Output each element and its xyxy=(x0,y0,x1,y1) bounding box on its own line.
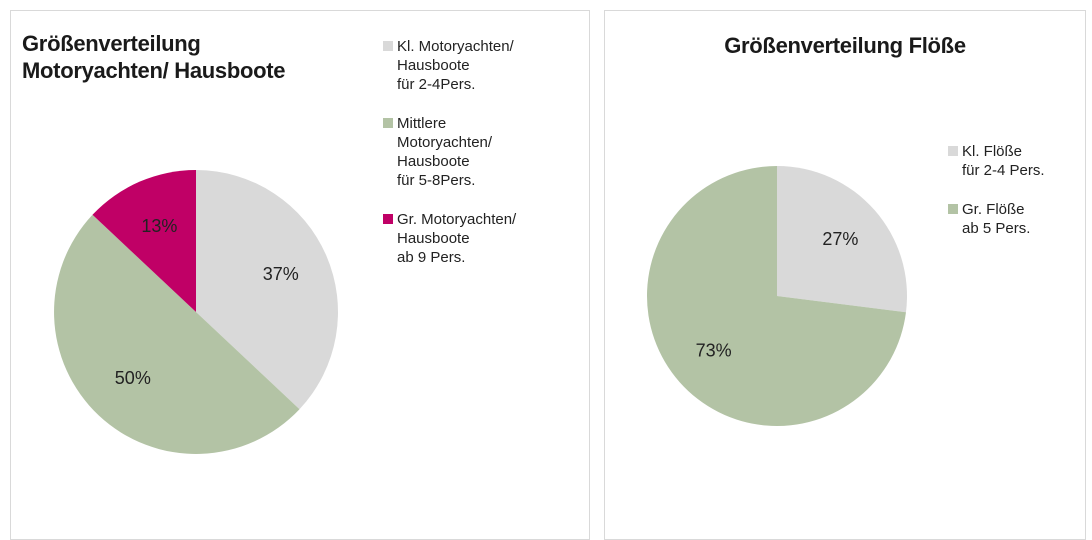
chart-title: Größenverteilung Motoryachten/ Hausboote xyxy=(22,31,286,83)
legend: Kl. Motoryachten/ Hausboote für 2-4Pers.… xyxy=(383,37,516,287)
legend-item: Gr. Flöße ab 5 Pers. xyxy=(948,200,1045,238)
legend-label: Kl. Flöße für 2-4 Pers. xyxy=(962,143,1045,179)
legend-label: Kl. Motoryachten/ Hausboote für 2-4Pers. xyxy=(397,38,514,93)
legend-label: Gr. Motoryachten/ Hausboote ab 9 Pers. xyxy=(397,211,517,266)
legend-swatch xyxy=(383,214,393,224)
data-label: 37% xyxy=(263,264,299,284)
pie-slice xyxy=(92,170,196,312)
legend-swatch xyxy=(948,204,958,214)
legend-swatch xyxy=(383,41,393,51)
pie-slice xyxy=(54,214,300,454)
data-label: 73% xyxy=(696,341,732,361)
pie-slice xyxy=(647,166,906,427)
legend-item: Kl. Motoryachten/ Hausboote für 2-4Pers. xyxy=(383,37,516,94)
legend-item: Kl. Flöße für 2-4 Pers. xyxy=(948,142,1045,180)
legend: Kl. Flöße für 2-4 Pers. Gr. Flöße ab 5 Pe… xyxy=(948,142,1045,258)
charts: 37% 50% 13% 27% 73% xyxy=(54,166,907,454)
chart-title: Größenverteilung Flöße xyxy=(724,33,966,58)
pie-slice xyxy=(777,166,907,313)
legend-item: Mittlere Motoryachten/ Hausboote für 5-8… xyxy=(383,114,516,190)
data-label: 27% xyxy=(822,229,858,249)
legend-label: Mittlere Motoryachten/ Hausboote für 5-8… xyxy=(397,115,493,189)
data-label: 13% xyxy=(141,216,177,236)
legend-swatch xyxy=(948,146,958,156)
page: 37% 50% 13% 27% 73% Größenverteilung Motorya… xyxy=(10,10,1086,540)
legend-swatch xyxy=(383,118,393,128)
legend-label: Gr. Flöße ab 5 Pers. xyxy=(962,201,1031,237)
legend-item: Gr. Motoryachten/ Hausboote ab 9 Pers. xyxy=(383,210,516,267)
pie-slice xyxy=(196,170,338,410)
data-label: 50% xyxy=(115,368,151,388)
